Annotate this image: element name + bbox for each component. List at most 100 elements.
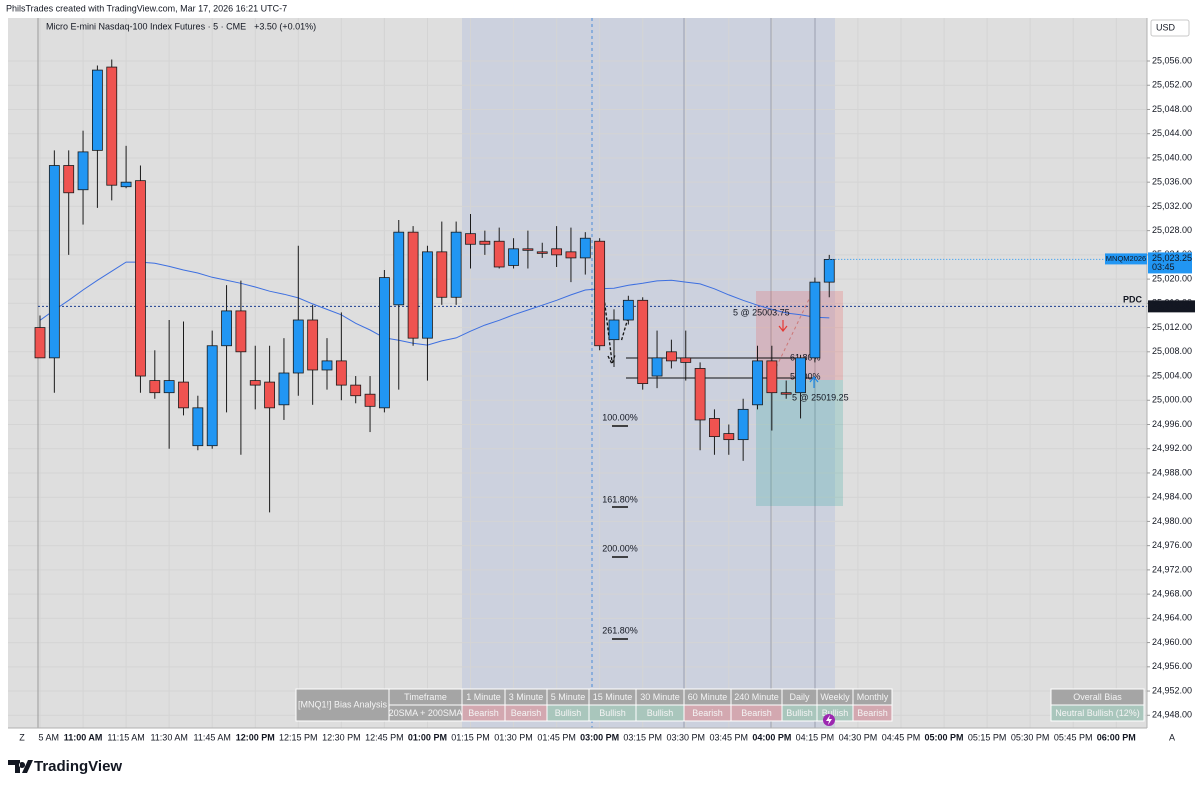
candle-body: [192, 407, 204, 447]
table-cell-text: Timeframe: [404, 692, 447, 702]
candle-body: [120, 181, 132, 188]
table-title-cell: [295, 688, 390, 722]
candle-body: [809, 281, 821, 359]
logo-text: TradingView: [34, 758, 122, 775]
y-tick-label: 25,008.00: [1152, 346, 1192, 356]
currency-label[interactable]: USD: [1156, 22, 1176, 32]
y-tick-label: 24,996.00: [1152, 419, 1192, 429]
candle-body: [335, 360, 347, 386]
candle-body: [393, 231, 405, 306]
table-cell-text: 30 Minute: [640, 692, 680, 702]
y-tick-label: 24,992.00: [1152, 443, 1192, 453]
buy-arrow: [809, 376, 819, 388]
table-cell-text: 1 Minute: [466, 692, 501, 702]
candle-body: [34, 327, 46, 359]
candle-body: [422, 251, 433, 339]
candle-body: [321, 360, 333, 371]
y-tick-label: 24,948.00: [1152, 710, 1192, 720]
candle-body: [723, 433, 735, 441]
last-price-label: 25,023.25: [1152, 253, 1192, 263]
x-tick-label: 11:45 AM: [194, 732, 231, 742]
overall-value: Neutral Bullish (12%): [1055, 708, 1140, 718]
candle-body: [766, 360, 778, 394]
table-cell-text: 5 Minute: [551, 692, 586, 702]
candle-body: [106, 66, 118, 186]
position-path: [770, 292, 813, 379]
x-tick-label: 04:45 PM: [882, 732, 921, 742]
symbol-title: Micro E-mini Nasdaq-100 Index Futures · …: [46, 21, 246, 31]
timezone-button[interactable]: Z: [19, 732, 25, 742]
candle-body: [364, 393, 376, 407]
countdown-label: 03:45: [1152, 262, 1175, 272]
candle-body: [694, 368, 706, 421]
table-cell: [852, 704, 893, 722]
table-cell-text: Daily: [789, 692, 810, 702]
candle-body: [737, 408, 749, 441]
time-labels: 10:45 AM 11:00 AM 11:15 AM 11:30 AM 11:45 AM…: [21, 732, 1136, 742]
y-tick-label: 24,980.00: [1152, 516, 1192, 526]
candle-body: [135, 180, 146, 377]
y-tick-label: 25,020.00: [1152, 273, 1192, 283]
candle-body: [163, 380, 175, 394]
currency-button[interactable]: [1150, 19, 1190, 37]
candle-body: [378, 277, 390, 409]
candle-body: [823, 259, 835, 283]
overall-value-cell: [1050, 704, 1145, 722]
candle-body: [522, 248, 534, 251]
pdc-price-box: [1148, 300, 1195, 313]
x-tick-label: 12:15 PM: [279, 732, 318, 742]
table-cell-text: Bullish: [647, 708, 674, 718]
bias-table: [MNQ1!] Bias Analysis Timeframe 1 Minute 3 …: [295, 688, 1145, 722]
candle-body: [48, 165, 60, 359]
candle-body: [206, 345, 218, 447]
y-tick-label: 24,972.00: [1152, 564, 1192, 574]
y-tick-label: 25,052.00: [1152, 80, 1192, 90]
candle-body: [149, 380, 161, 394]
y-tick-label: 24,976.00: [1152, 540, 1192, 550]
y-tick-label: 24,988.00: [1152, 467, 1192, 477]
table-cell-text: Bullish: [786, 708, 813, 718]
fib-label: 100.00%: [602, 412, 638, 422]
x-tick-label: 01:30 PM: [494, 732, 533, 742]
x-tick-label: 05:30 PM: [1011, 732, 1050, 742]
price-axis: [1147, 18, 1200, 728]
table-cell-text: Monthly: [857, 692, 889, 702]
table-cell-text: Bearish: [692, 708, 723, 718]
table-cell-text: Bearish: [857, 708, 888, 718]
y-tick-label: 24,968.00: [1152, 588, 1192, 598]
axis-layer: 24,948.00 24,952.00 24,956.00 24,960.00 24,9…: [21, 55, 1195, 742]
y-tick-label: 25,040.00: [1152, 152, 1192, 162]
candle-body: [594, 240, 606, 347]
x-tick-label: 12:00 PM: [236, 732, 275, 742]
y-tick-label: 25,028.00: [1152, 225, 1192, 235]
candle-body: [235, 310, 247, 353]
x-tick-label: 01:00 PM: [408, 732, 447, 742]
y-tick-label: 24,964.00: [1152, 613, 1192, 623]
candle-body: [622, 299, 634, 321]
table-cell-text: Weekly: [820, 692, 850, 702]
candle-body: [292, 319, 304, 374]
x-tick-label: 10:45 AM: [21, 732, 59, 742]
auto-scale-button[interactable]: A: [1169, 732, 1175, 742]
candle-body: [436, 251, 448, 298]
candle-body: [709, 418, 720, 438]
fib-label: 161.80%: [602, 494, 638, 504]
y-tick-label: 25,000.00: [1152, 395, 1192, 405]
candle-body: [278, 372, 290, 406]
y-tick-label: 25,012.00: [1152, 322, 1192, 332]
x-tick-label: 04:30 PM: [839, 732, 878, 742]
fib-label: 200.00%: [602, 543, 638, 553]
table-cell-text: 15 Minute: [593, 692, 633, 702]
x-tick-label: 06:00 PM: [1097, 732, 1136, 742]
candle-body: [178, 381, 189, 409]
attribution: PhilsTrades created with TradingView.com…: [6, 3, 287, 13]
y-tick-label: 25,032.00: [1152, 201, 1192, 211]
x-tick-label: 12:30 PM: [322, 732, 361, 742]
x-tick-label: 05:15 PM: [968, 732, 1007, 742]
y-tick-label: 25,004.00: [1152, 370, 1192, 380]
table-cell-text: Bearish: [468, 708, 499, 718]
sma-line: [39, 261, 830, 346]
candle-body: [221, 310, 232, 347]
y-tick-label: 24,952.00: [1152, 685, 1192, 695]
table-cell-text: 60 Minute: [688, 692, 728, 702]
